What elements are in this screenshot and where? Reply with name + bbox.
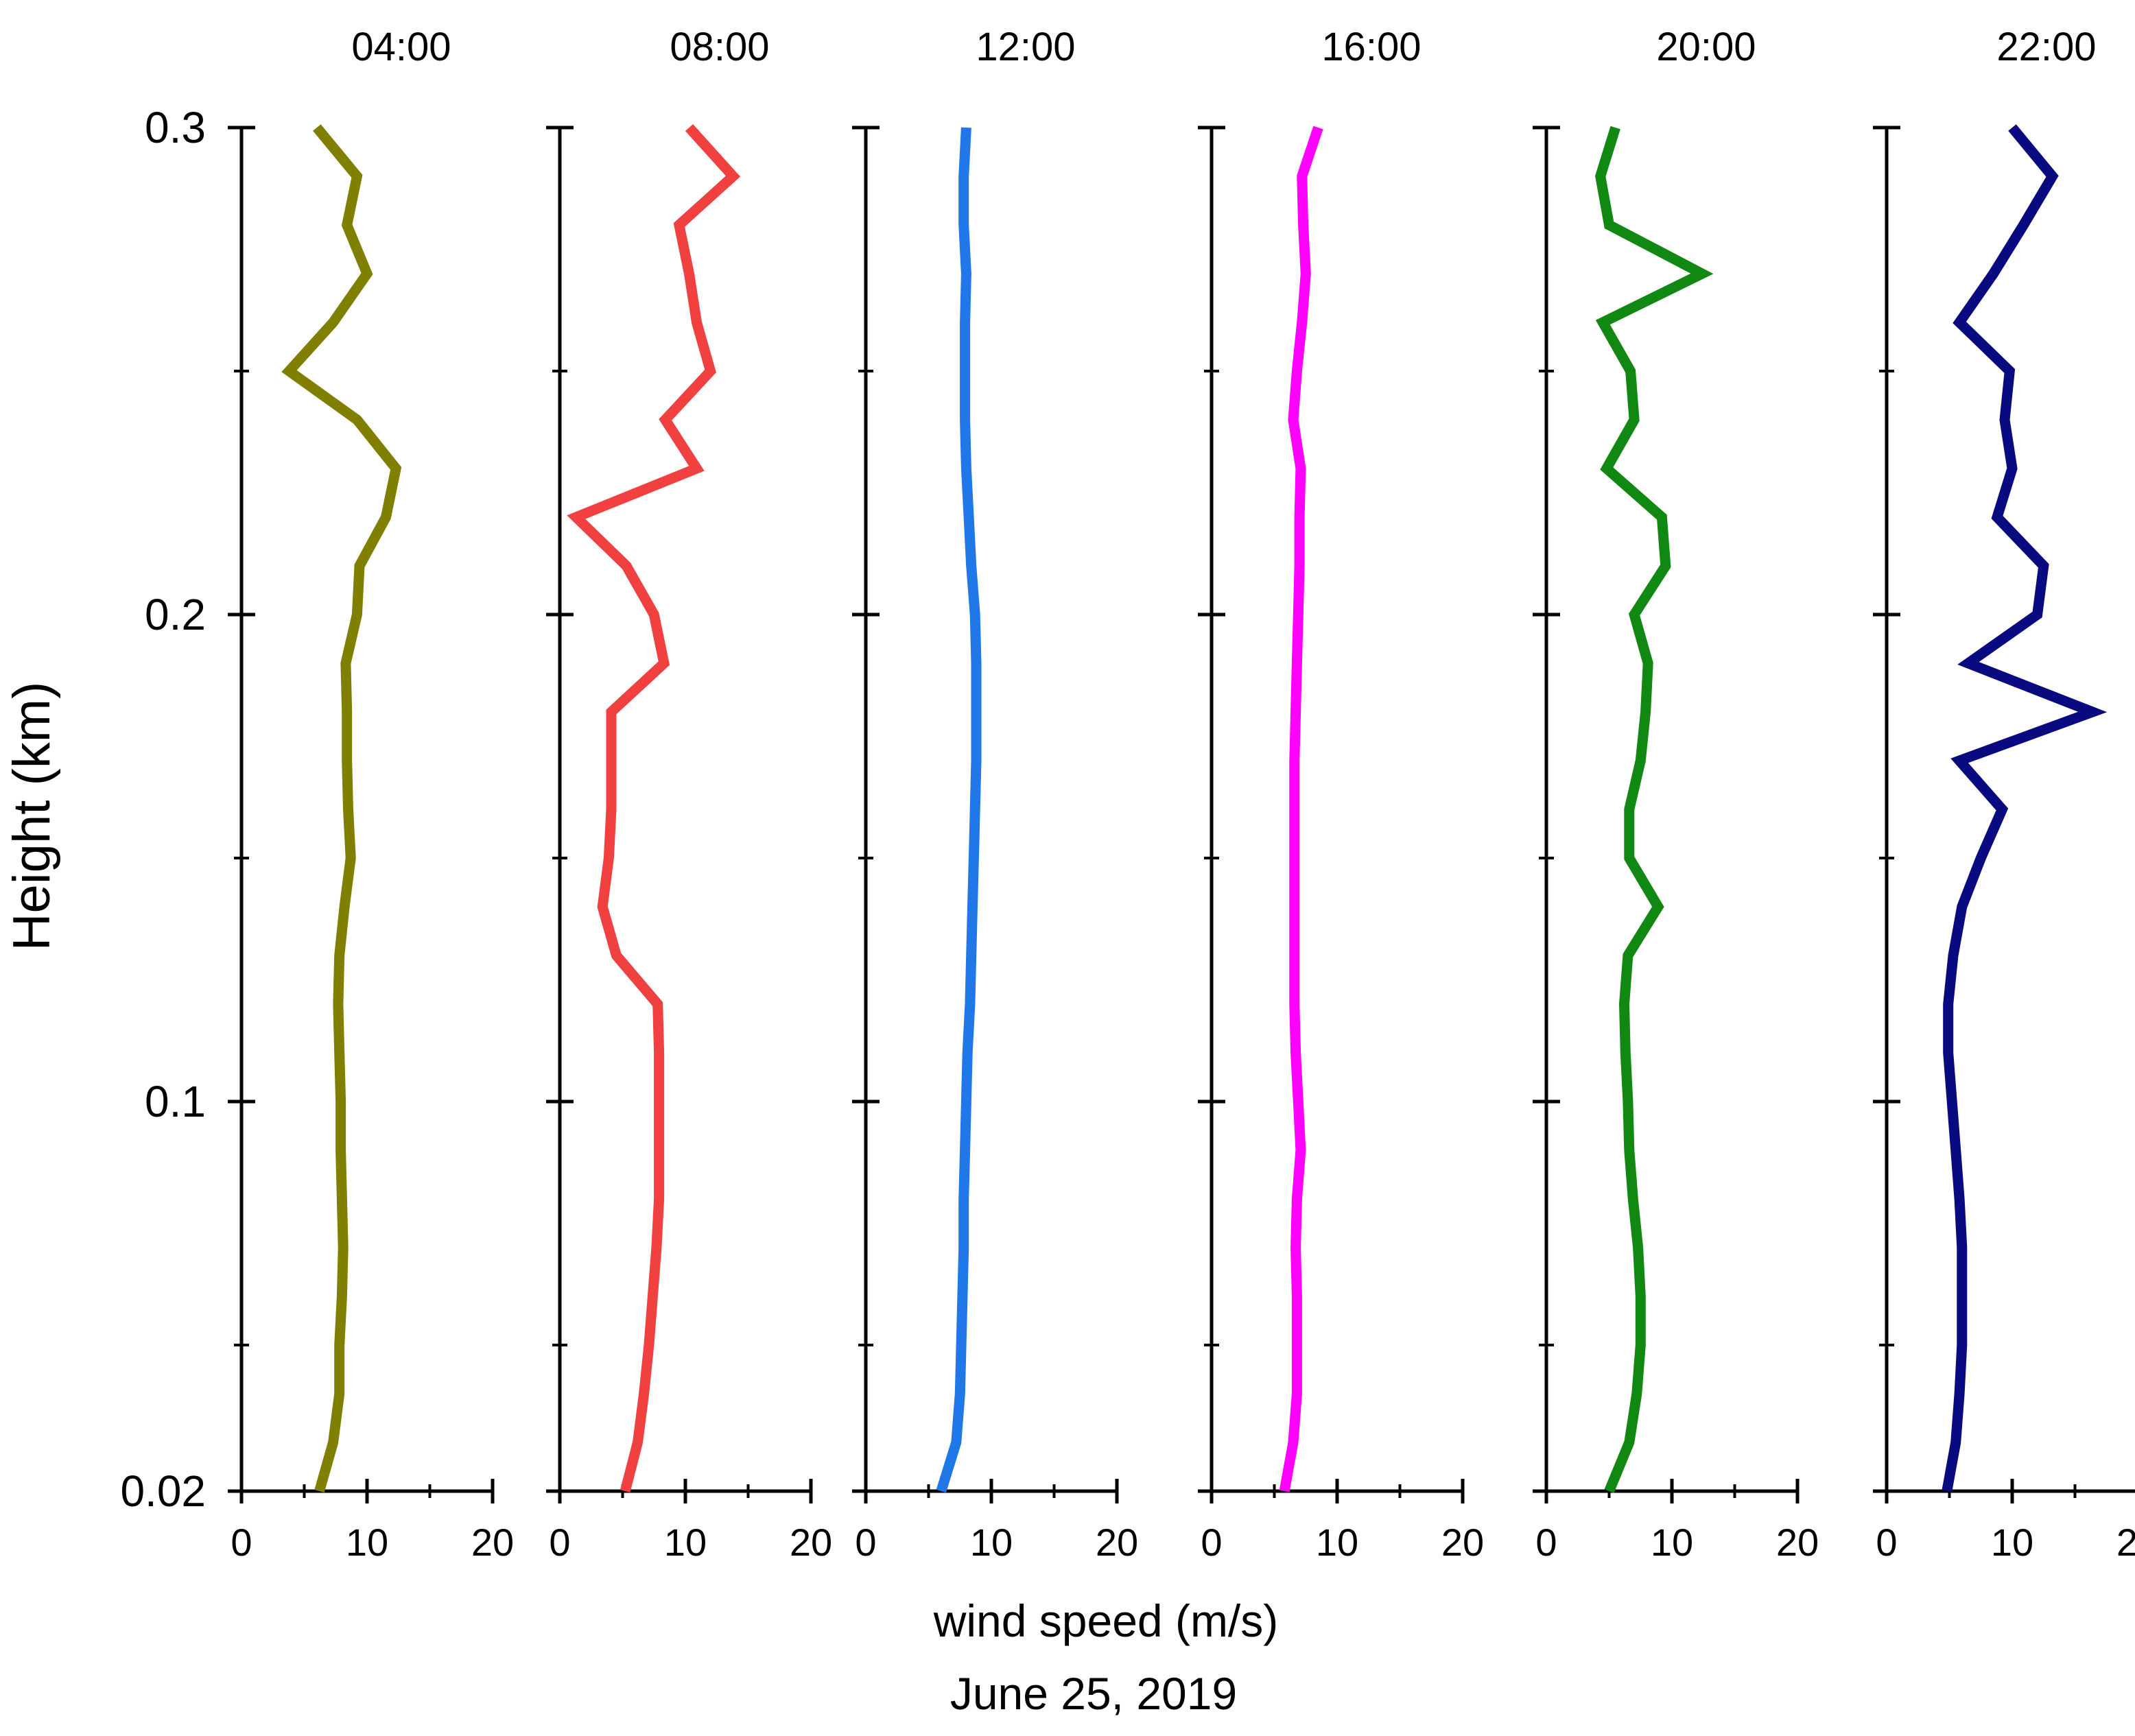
y-axis-title: Height (km) <box>3 682 61 951</box>
x-tick-label: 0 <box>1876 1521 1897 1564</box>
panel-6: 22:00 0 10 20 <box>1873 25 2135 1564</box>
series-line-0400 <box>281 124 402 1493</box>
panel-4: 16:00 0 10 20 <box>1198 25 1484 1564</box>
panel-3: 12:00 0 10 20 <box>852 25 1138 1564</box>
panel-title: 20:00 <box>1656 25 1756 69</box>
y-tick-label: 0.2 <box>145 590 206 639</box>
y-axis: Height (km) 0.02 0.1 0.2 0.3 <box>3 103 206 1516</box>
x-tick-label: 10 <box>970 1521 1013 1564</box>
panel-title: 04:00 <box>351 25 451 69</box>
series-line-2200 <box>1942 124 2108 1493</box>
x-tick-label: 20 <box>471 1521 514 1564</box>
y-tick-label: 0.02 <box>120 1466 206 1516</box>
y-tick-label: 0.1 <box>145 1077 206 1126</box>
x-tick-label: 10 <box>346 1521 388 1564</box>
x-tick-label: 10 <box>664 1521 707 1564</box>
series-line-2000 <box>1594 126 1714 1493</box>
panel-1: 04:00 0 10 20 <box>228 25 514 1564</box>
x-tick-label: 0 <box>549 1521 570 1564</box>
panel-5: 20:00 0 10 20 <box>1533 25 1819 1564</box>
x-tick-label: 20 <box>1776 1521 1819 1564</box>
series-line-1200 <box>936 127 982 1493</box>
x-tick-label: 10 <box>1651 1521 1693 1564</box>
x-tick-label: 20 <box>1096 1521 1138 1564</box>
x-tick-label: 20 <box>1441 1521 1484 1564</box>
panel-title: 08:00 <box>670 25 769 69</box>
panel-title: 16:00 <box>1321 25 1421 69</box>
x-tick-label: 0 <box>855 1521 876 1564</box>
x-tick-label: 10 <box>1991 1521 2033 1564</box>
x-tick-label: 0 <box>1535 1521 1557 1564</box>
x-axis-title: wind speed (m/s) <box>933 1595 1279 1646</box>
panel-title: 22:00 <box>1996 25 2096 69</box>
x-tick-label: 0 <box>1201 1521 1222 1564</box>
series-line-1600 <box>1279 126 1323 1493</box>
x-tick-label: 0 <box>231 1521 252 1564</box>
x-tick-label: 10 <box>1316 1521 1358 1564</box>
y-tick-label: 0.3 <box>145 103 206 152</box>
x-tick-label: 20 <box>790 1521 832 1564</box>
panel-2: 08:00 0 10 20 <box>546 25 832 1564</box>
figure-caption: June 25, 2019 <box>950 1668 1237 1719</box>
series-line-0800 <box>567 123 741 1493</box>
x-tick-label: 20 <box>2116 1521 2135 1564</box>
panel-title: 12:00 <box>976 25 1075 69</box>
